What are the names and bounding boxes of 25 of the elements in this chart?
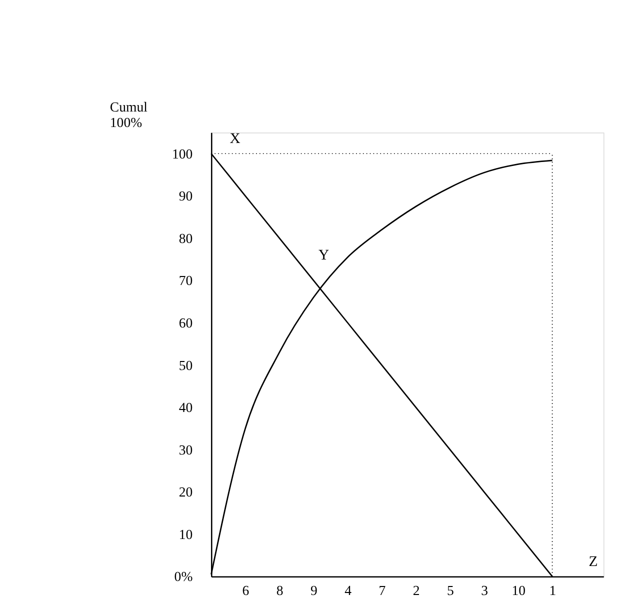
y-axis-title: Cumul 100% [110,99,148,130]
x-tick-label: 6 [242,582,250,598]
x-tick-label: 3 [481,582,488,598]
y-tick-label: 80 [178,230,193,246]
annotation: X [230,131,241,148]
x-tick-label: 5 [446,582,454,598]
y-tick-label: 90 [178,188,193,204]
y-tick-label: 60 [178,315,193,330]
y-tick-label: 70 [178,273,193,288]
y-tick-label: 20 [178,484,193,500]
x-tick-label: 4 [344,582,352,598]
y-tick-label: 10 [178,526,193,542]
y-tick-label: 50 [178,358,193,373]
x-tick-label: 8 [276,582,284,598]
y-tick-label: 40 [178,400,193,416]
x-tick-label: 10 [512,582,526,598]
x-tick-label: 9 [310,582,318,598]
y-tick-label: 30 [178,442,193,458]
x-tick-label: 1 [549,582,556,598]
x-tick-label: 7 [378,582,386,598]
annotation: Z [588,554,598,570]
y-tick-label: 100 [172,146,193,162]
annotation: Y [318,247,330,264]
x-tick-label: 2 [412,582,420,598]
y-tick-label: 0% [174,569,194,584]
